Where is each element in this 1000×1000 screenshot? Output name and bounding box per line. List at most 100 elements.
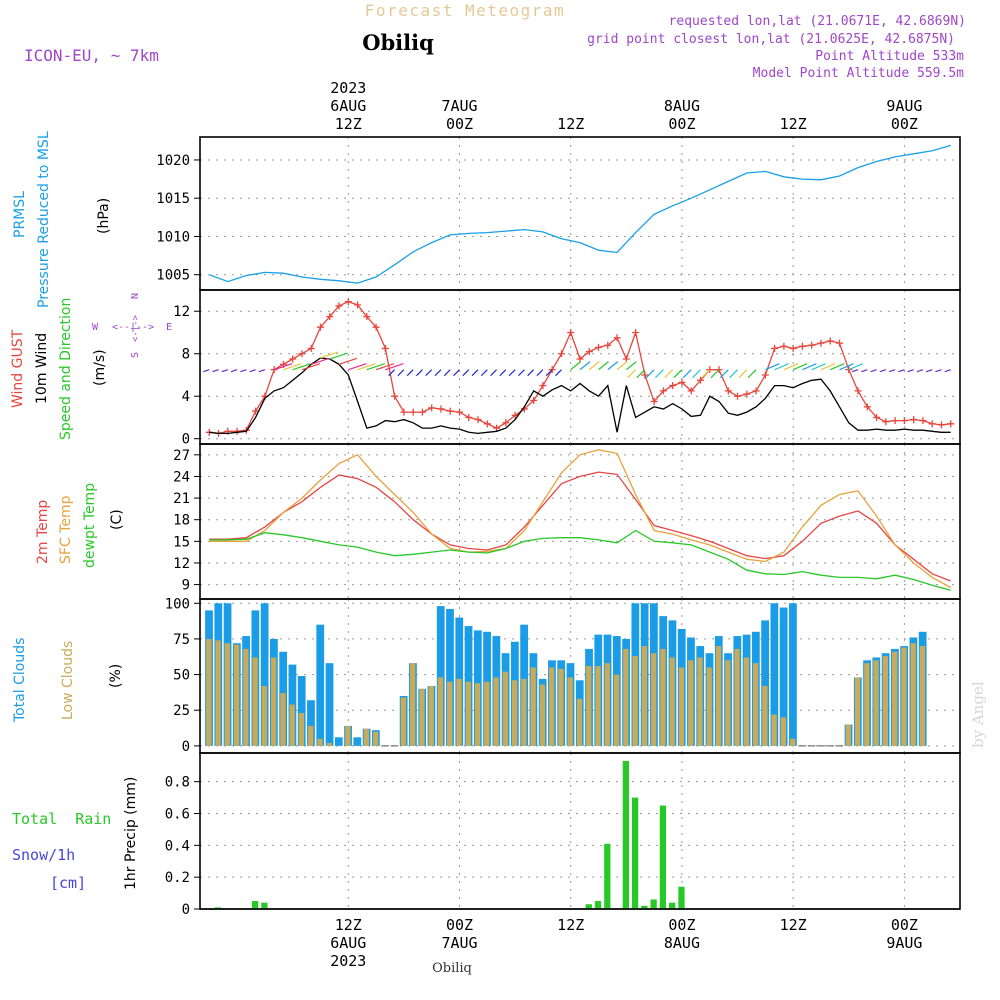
low-cloud-bar [400, 697, 407, 746]
cloud-unit: (%) [108, 664, 124, 688]
low-cloud-bar [891, 651, 898, 746]
temperature-panel-frame [199, 443, 961, 600]
temp-unit: (C) [109, 509, 125, 530]
wind-unit: (m/s) [92, 349, 108, 386]
wind-arrow [240, 369, 247, 373]
gust-marker [391, 392, 399, 400]
wind-arrow [719, 369, 729, 379]
wind-arrow [366, 363, 386, 371]
wind-arrow [907, 369, 914, 373]
wind-arrow [425, 369, 433, 377]
wind-10m-label: 10m Wind [34, 333, 50, 404]
wind-arrow [292, 363, 311, 371]
gust-marker [798, 342, 806, 350]
precip-bar [631, 797, 639, 909]
gust-marker [761, 371, 769, 379]
low-cloud-bar [743, 657, 749, 746]
y-tick-label: 21 [173, 491, 190, 507]
wind-arrow [747, 369, 757, 379]
wind-arrow [453, 369, 460, 377]
wind-arrow [536, 369, 544, 377]
gust-marker [437, 405, 445, 413]
wind-arrow [517, 369, 525, 377]
gust-marker [465, 413, 473, 421]
wind-arrow [811, 363, 826, 371]
gust-marker [808, 341, 816, 349]
wind-arrow [682, 369, 692, 379]
top-time-label: 6AUG [330, 97, 366, 115]
low-cloud-bar [539, 684, 546, 746]
top-time-label: 9AUG [886, 97, 922, 115]
top-time-label: 2023 [330, 79, 366, 97]
wind-arrow [729, 369, 738, 379]
wind-arrow [774, 363, 789, 371]
wind-arrow [570, 361, 582, 371]
wind-arrow [301, 363, 321, 371]
low-cloud-bar [586, 666, 592, 746]
gust-marker [539, 382, 547, 390]
wind-arrow [357, 363, 376, 371]
gust-marker [502, 419, 510, 427]
wind-arrow [898, 369, 905, 373]
precip-bar [594, 901, 602, 909]
pressure-panel: 1005 1010 1015 1020 [156, 136, 961, 291]
y-tick-label: 50 [173, 668, 190, 684]
low-cloud-bar [456, 678, 462, 746]
wind-arrow [830, 363, 845, 371]
wind-arrow [406, 369, 414, 377]
low-cloud-bar [706, 667, 712, 746]
pressure-unit: (hPa) [96, 198, 112, 234]
low-cloud-bar [372, 731, 379, 746]
total-cloud-bar [353, 737, 362, 746]
y-tick-label: 9 [182, 578, 190, 594]
low-cloud-bar [243, 648, 249, 746]
gust-marker [307, 344, 315, 352]
low-cloud-bar [715, 646, 722, 746]
precip-bar [622, 760, 629, 909]
wind-panel-labels: Wind GUST 10m Wind Speed and Direction (… [10, 293, 172, 440]
low-cloud-bar [567, 677, 573, 746]
bottom-time-label: 7AUG [441, 934, 477, 952]
gust-marker [316, 323, 324, 331]
low-cloud-bar [252, 657, 258, 746]
wind-arrow [480, 369, 488, 377]
low-cloud-bar [595, 666, 601, 746]
low-cloud-bar [790, 738, 796, 746]
gust-marker [335, 302, 343, 310]
low-cloud-bar [484, 681, 490, 746]
gust-marker [873, 413, 881, 421]
low-cloud-bar [752, 663, 759, 746]
gust-marker [836, 339, 844, 347]
wind-arrow [664, 369, 674, 379]
low-cloud-bar [882, 656, 888, 746]
y-tick-label: 25 [173, 703, 190, 719]
gust-marker [641, 371, 649, 379]
low-clouds-label: Low Clouds [60, 641, 76, 720]
y-tick-label: 0.8 [165, 775, 190, 791]
wind-arrow [230, 369, 238, 373]
location-title: Obiliq [362, 30, 434, 55]
low-cloud-bar [215, 640, 221, 746]
gust-marker [372, 323, 380, 331]
wind-arrow [645, 369, 655, 379]
y-tick-label: 4 [182, 389, 190, 405]
model-label: ICON-EU, ~ 7km [24, 46, 159, 65]
series-line-10m-wind [209, 357, 951, 435]
gust-marker [891, 417, 899, 425]
clouds-panel: 0 25 50 75 100 [165, 596, 961, 755]
wind-arrow [861, 369, 868, 373]
sfc-temp-label: SFC Temp [58, 495, 74, 564]
wind-arrow [588, 361, 600, 371]
wind-panel: 0 4 8 12 [173, 289, 961, 448]
y-tick-label: 0.2 [165, 870, 190, 886]
gust-marker [696, 376, 704, 384]
low-cloud-bar [873, 660, 879, 746]
gust-marker [613, 334, 621, 342]
pressure-msl-label: Pressure Reduced to MSL [36, 131, 52, 308]
gust-marker [706, 366, 714, 374]
gust-marker [650, 398, 658, 406]
low-cloud-bar [326, 743, 332, 746]
wind-arrow [348, 363, 367, 371]
wind-arrow [443, 369, 451, 377]
gust-marker [947, 420, 955, 428]
